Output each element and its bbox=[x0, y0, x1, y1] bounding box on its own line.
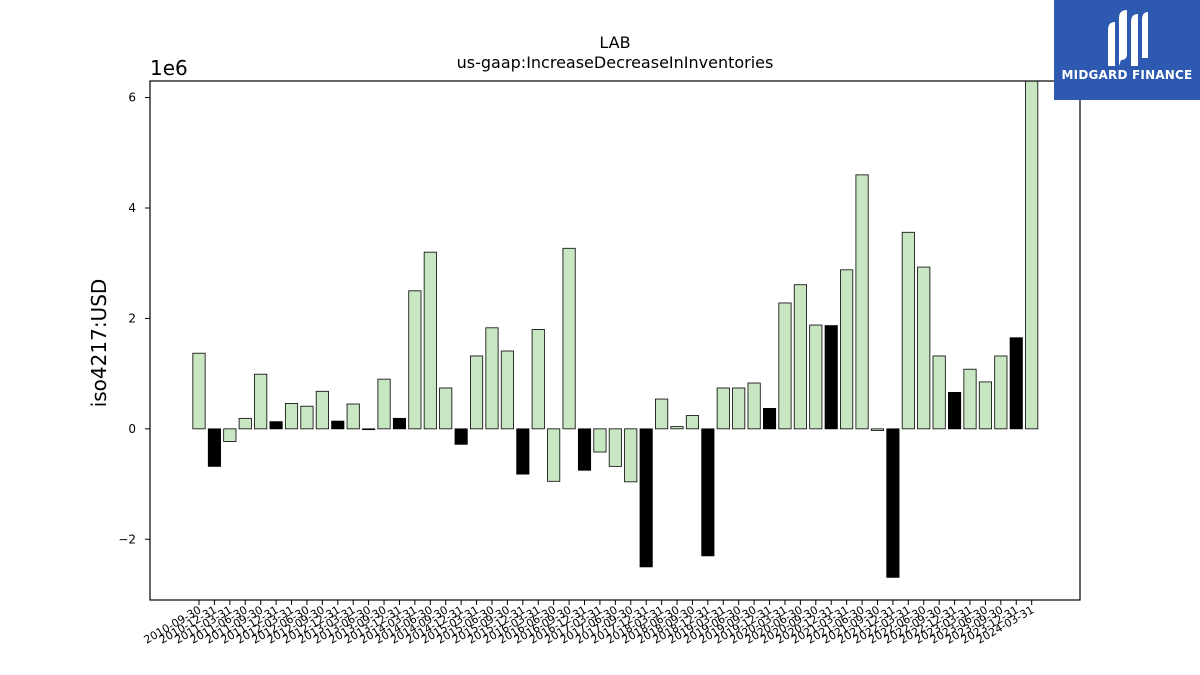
bar-2022-12-31 bbox=[948, 391, 962, 430]
y-axis-label: iso4217:USD bbox=[87, 279, 111, 408]
y-tick-label: −2 bbox=[118, 532, 136, 546]
bar-2012-03-31 bbox=[284, 403, 299, 430]
bar-2014-03-31 bbox=[408, 290, 422, 430]
bar-2023-12-31 bbox=[1009, 337, 1023, 430]
bar-2023-03-31 bbox=[963, 368, 977, 430]
midgard-logo-icon bbox=[1108, 10, 1148, 66]
bar-2014-06-30 bbox=[423, 251, 437, 430]
bar-2013-09-30 bbox=[377, 378, 391, 430]
bar-2010-09-30 bbox=[192, 352, 206, 430]
bar-2018-09-30 bbox=[685, 415, 699, 430]
bar-2020-06-30 bbox=[793, 284, 807, 430]
bar-2023-09-30 bbox=[994, 355, 1008, 430]
bar-2012-06-30 bbox=[300, 405, 314, 430]
bar-2018-12-31 bbox=[701, 428, 715, 557]
bar-2024-03-31 bbox=[1025, 80, 1039, 430]
bar-2019-09-30 bbox=[747, 382, 761, 430]
bar-2022-09-30 bbox=[932, 355, 946, 430]
bar-2021-09-30 bbox=[870, 428, 885, 431]
bar-2019-06-30 bbox=[732, 387, 746, 430]
bar-2011-06-30 bbox=[238, 417, 252, 430]
bar-2016-12-31 bbox=[577, 428, 592, 471]
plot-frame bbox=[149, 80, 1081, 601]
bar-2020-03-31 bbox=[778, 302, 792, 430]
bar-2017-09-30 bbox=[624, 428, 638, 483]
bar-2011-12-31 bbox=[269, 421, 283, 430]
bar-2013-06-30 bbox=[362, 428, 376, 431]
bar-2015-06-30 bbox=[485, 327, 499, 430]
chart-subtitle: us-gaap:IncreaseDecreaseInInventories bbox=[457, 53, 774, 72]
bar-2013-12-31 bbox=[392, 417, 407, 430]
bar-2018-06-30 bbox=[670, 426, 684, 430]
y-tick-label: 2 bbox=[128, 311, 136, 325]
y-offset-label: 1e6 bbox=[150, 56, 188, 80]
bar-2015-12-31 bbox=[516, 428, 530, 475]
bar-2020-12-31 bbox=[824, 325, 838, 430]
bar-2014-12-31 bbox=[454, 428, 468, 445]
bar-2017-12-31 bbox=[639, 428, 653, 568]
bar-2013-03-31 bbox=[346, 403, 360, 430]
bar-2012-12-31 bbox=[331, 420, 345, 430]
bar-2017-03-31 bbox=[593, 428, 607, 453]
bar-2021-06-30 bbox=[855, 174, 869, 430]
y-tick-label: 4 bbox=[128, 201, 136, 215]
bar-2023-06-30 bbox=[978, 381, 992, 430]
bar-2011-03-31 bbox=[223, 428, 237, 442]
bar-2014-09-30 bbox=[439, 387, 453, 430]
bar-2020-09-30 bbox=[809, 324, 823, 430]
bars-group bbox=[192, 80, 1039, 578]
bar-2021-03-31 bbox=[840, 269, 854, 430]
logo-text: MIDGARD FINANCE bbox=[1061, 68, 1193, 82]
bar-2019-03-31 bbox=[716, 387, 730, 430]
y-ticks-group: −2 0 2 4 6 bbox=[118, 91, 150, 546]
chart-title: LAB bbox=[599, 33, 630, 52]
bar-2011-09-30 bbox=[254, 373, 268, 430]
x-ticks-group: 2010-09-302010-12-312011-03-312011-06-30… bbox=[142, 600, 1036, 647]
y-tick-label: 6 bbox=[128, 91, 136, 105]
brand-logo: MIDGARD FINANCE bbox=[1054, 0, 1200, 100]
bar-2016-09-30 bbox=[562, 247, 576, 430]
bar-2010-12-31 bbox=[207, 428, 221, 467]
bar-2022-06-30 bbox=[917, 266, 931, 430]
bar-2019-12-31 bbox=[762, 408, 777, 430]
bar-2016-03-31 bbox=[531, 329, 545, 430]
bar-2022-03-31 bbox=[901, 231, 915, 430]
bar-2017-06-30 bbox=[608, 428, 622, 467]
bar-2015-03-31 bbox=[470, 355, 484, 430]
bar-2018-03-31 bbox=[655, 398, 669, 430]
bar-2016-06-30 bbox=[547, 428, 561, 482]
y-tick-label: 0 bbox=[128, 422, 136, 436]
bar-2012-09-30 bbox=[315, 390, 329, 430]
bar-2021-12-31 bbox=[886, 428, 900, 578]
bar-2015-09-30 bbox=[500, 350, 514, 430]
